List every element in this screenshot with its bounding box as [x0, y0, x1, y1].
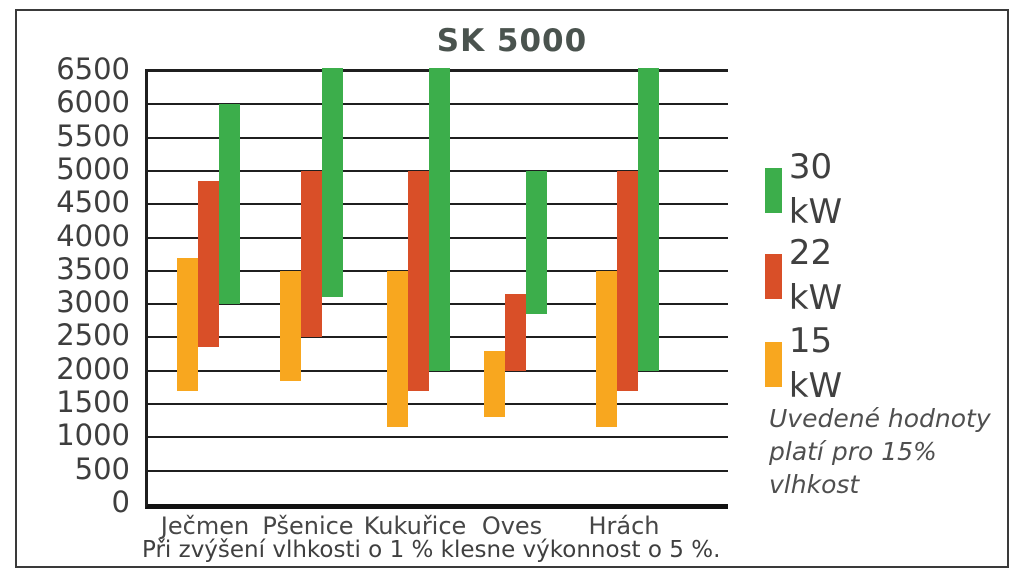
- bar-Ječmen-15kW: [177, 257, 198, 391]
- legend-item-15kw: 15 kW: [765, 319, 853, 409]
- bar-Ječmen-22kW: [198, 180, 219, 348]
- ytick-5000: 5000: [56, 151, 130, 186]
- category-label-Ječmen: Ječmen: [160, 512, 250, 540]
- ytick-6500: 6500: [56, 52, 130, 86]
- ytick-4500: 4500: [56, 185, 130, 220]
- gridline-2000: [148, 369, 728, 372]
- bar-Oves-22kW: [505, 294, 526, 371]
- plot-area: [145, 68, 728, 509]
- bar-Pšenice-30kW: [322, 68, 343, 298]
- legend-swatch-green: [765, 167, 782, 213]
- category-label-Pšenice: Pšenice: [262, 512, 354, 540]
- chart-title: SK 5000: [436, 23, 588, 59]
- bar-Kukuřice-15kW: [387, 270, 408, 428]
- gridline-500: [148, 469, 728, 472]
- category-label-Oves: Oves: [481, 512, 543, 540]
- legend-item-30kw: 30 kW: [765, 145, 853, 235]
- bar-Hrách-22kW: [617, 170, 638, 391]
- legend-item-22kw: 22 kW: [765, 231, 853, 321]
- ytick-6000: 6000: [56, 85, 130, 120]
- ytick-2500: 2500: [56, 318, 130, 353]
- bar-Oves-30kW: [526, 170, 547, 315]
- legend-label: 15 kW: [788, 321, 843, 406]
- category-label-Kukuřice: Kukuřice: [363, 512, 467, 540]
- ytick-3500: 3500: [56, 251, 130, 286]
- chart-frame: SK 5000 0 500 1000 1500 2000 2500 3000 3500 4000…: [15, 9, 1009, 568]
- ytick-2000: 2000: [56, 351, 130, 386]
- legend-swatch-orange: [765, 341, 782, 387]
- legend-swatch-red: [765, 253, 782, 299]
- ytick-5500: 5500: [56, 118, 130, 153]
- bar-Pšenice-15kW: [280, 270, 301, 381]
- ytick-3000: 3000: [56, 285, 130, 320]
- bar-Pšenice-22kW: [301, 170, 322, 338]
- bar-Oves-15kW: [484, 350, 505, 418]
- chart-footnote: Při zvýšení vlhkosti o 1 % klesne výkonn…: [142, 537, 721, 563]
- ytick-4000: 4000: [56, 218, 130, 253]
- bar-Ječmen-30kW: [219, 104, 240, 305]
- ytick-1000: 1000: [56, 418, 130, 453]
- legend-label: 22 kW: [788, 233, 843, 318]
- legend-label: 30 kW: [788, 147, 843, 232]
- gridline-1500: [148, 403, 728, 406]
- gridline-1000: [148, 436, 728, 439]
- ytick-500: 500: [74, 451, 130, 486]
- bar-Hrách-15kW: [596, 270, 617, 428]
- bar-Hrách-30kW: [638, 68, 659, 371]
- ytick-1500: 1500: [56, 385, 130, 420]
- bar-Kukuřice-30kW: [429, 68, 450, 371]
- category-label-Hrách: Hrách: [588, 512, 660, 540]
- moisture-note: Uvedené hodnoty platí pro 15% vlhkost: [769, 404, 991, 499]
- bar-Kukuřice-22kW: [408, 170, 429, 391]
- ytick-0: 0: [111, 485, 130, 519]
